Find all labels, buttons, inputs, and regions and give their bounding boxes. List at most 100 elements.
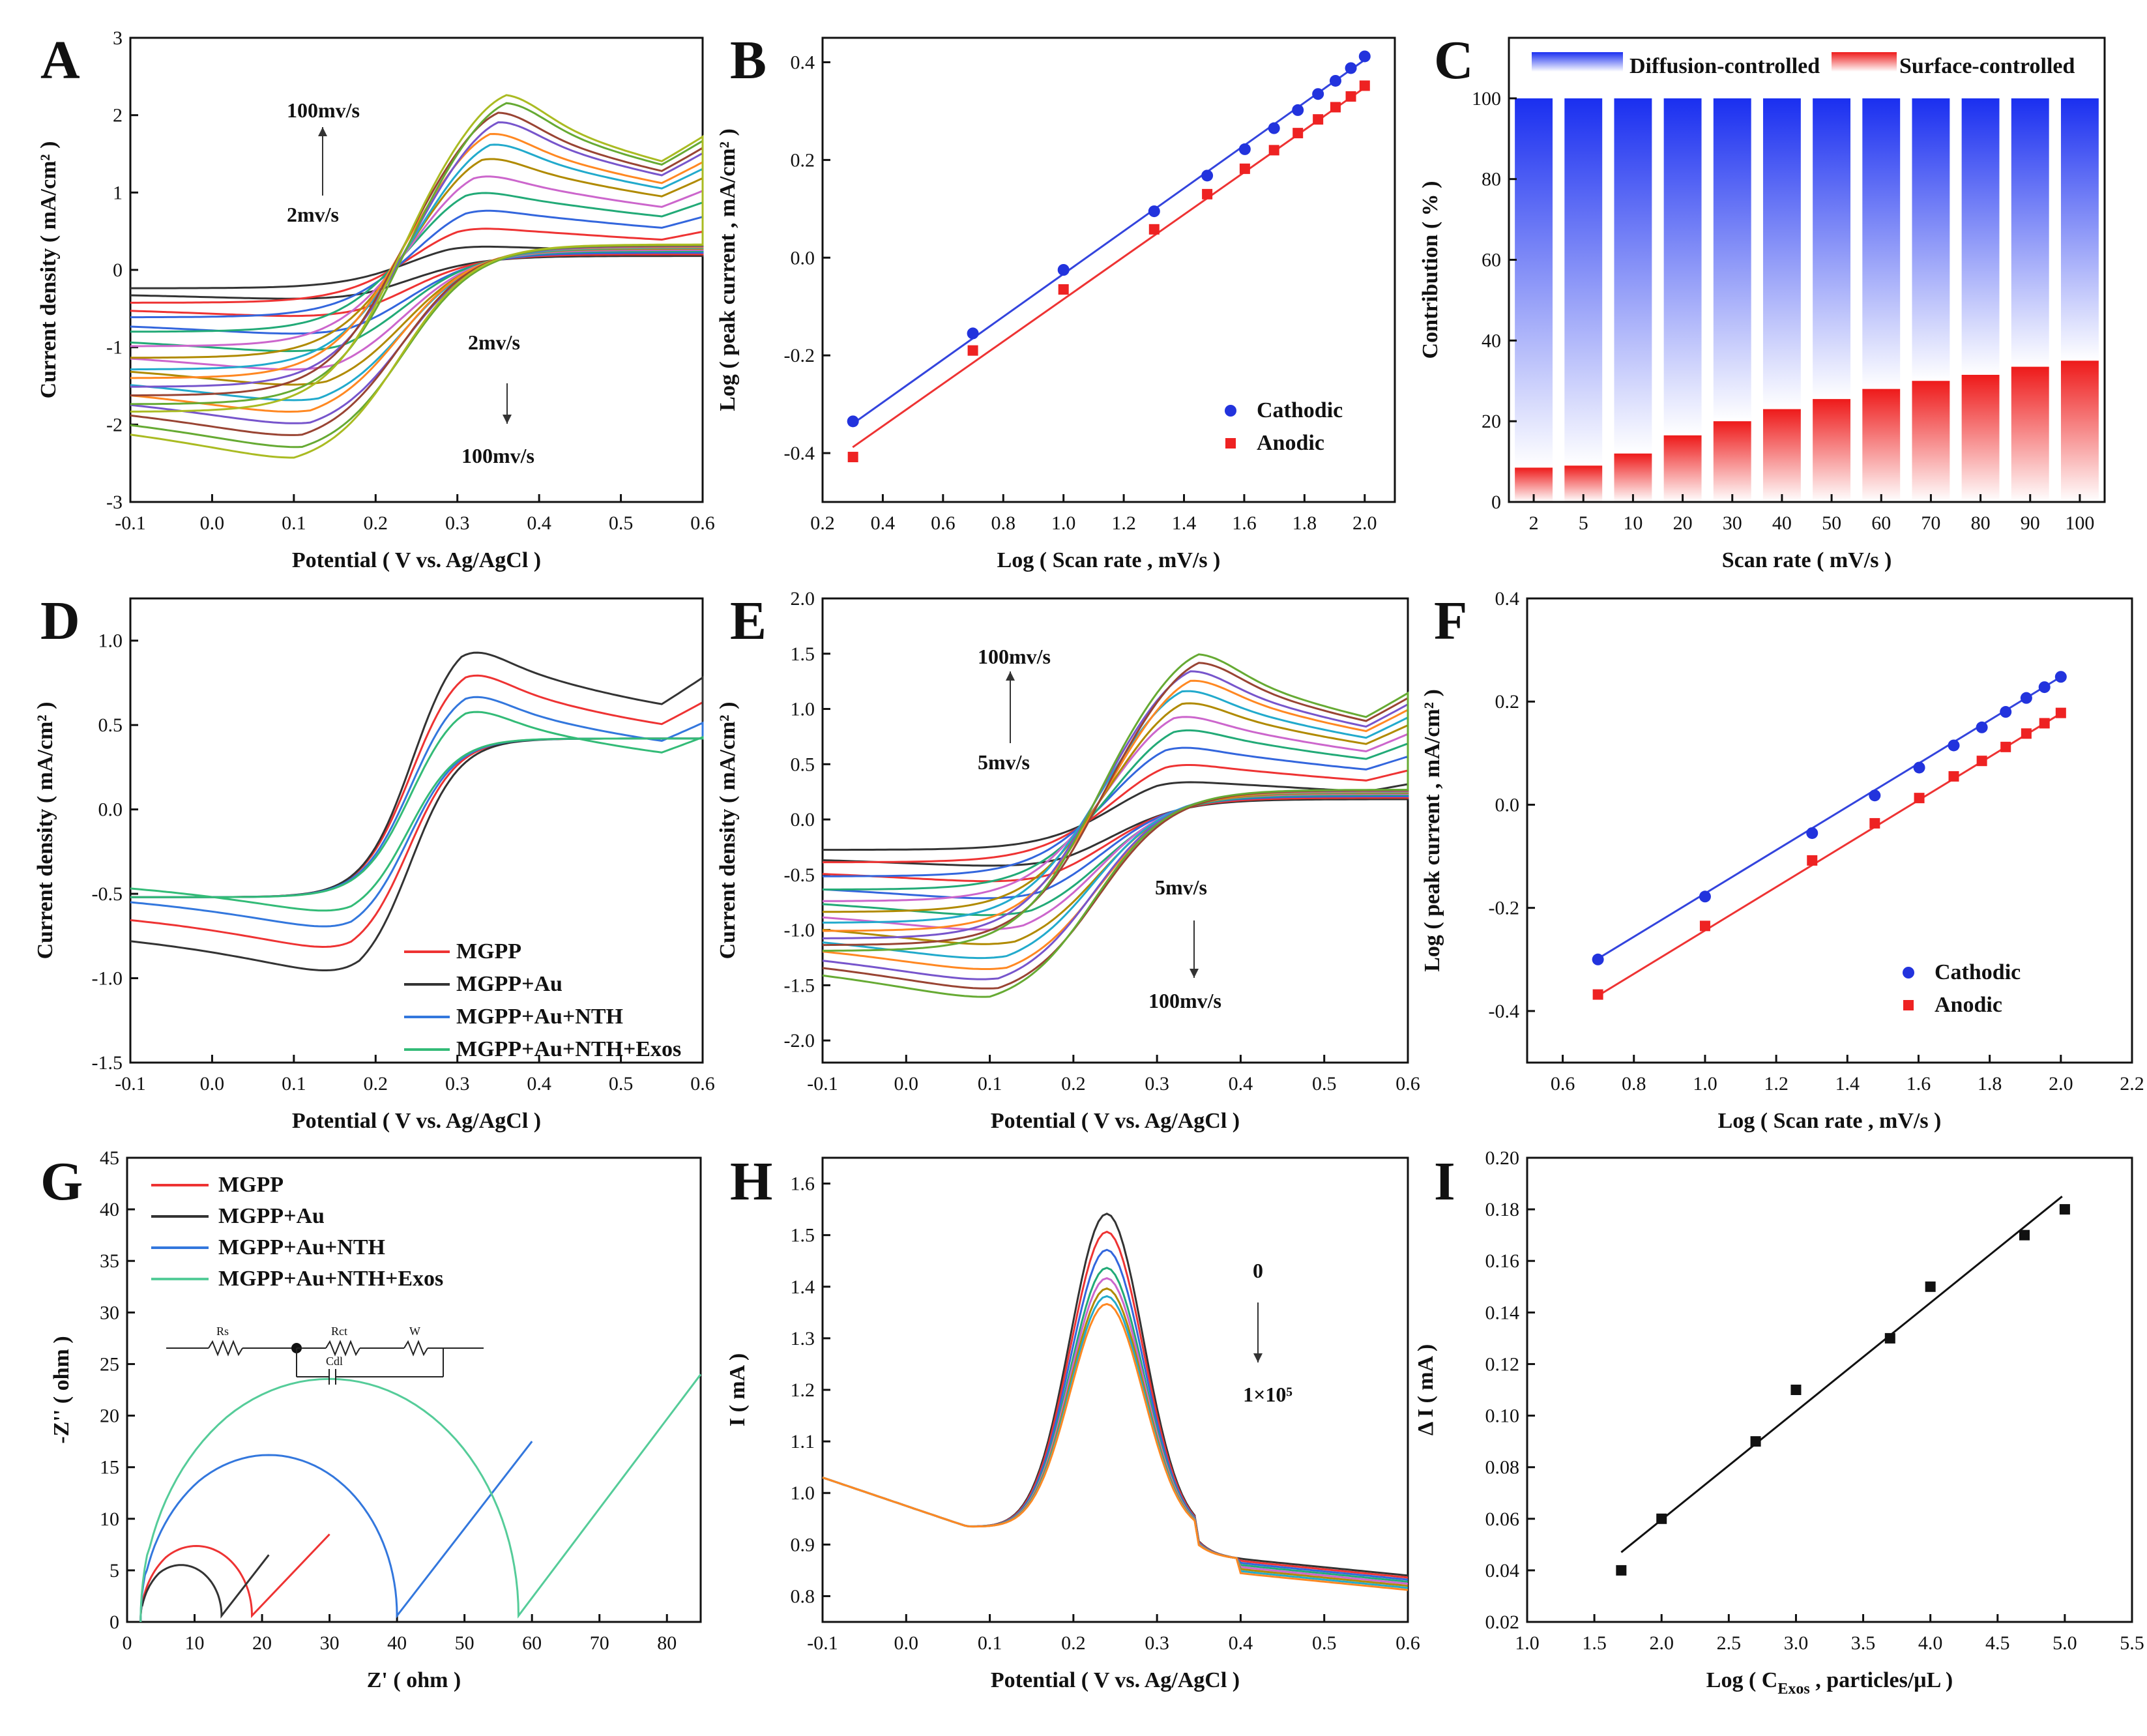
x-axis-label: Log ( CExos , particles/μL ) xyxy=(1706,1668,1953,1698)
data-point xyxy=(1058,284,1069,295)
x-tick-label: 20 xyxy=(252,1632,272,1654)
x-axis-label: Potential ( V vs. Ag/AgCl ) xyxy=(991,1109,1240,1133)
nyquist-curve xyxy=(139,1374,702,1623)
data-point xyxy=(1869,817,1880,829)
y-tick-label: 2.0 xyxy=(791,588,815,610)
equivalent-circuit: Rs Rct W Cdl xyxy=(166,1325,484,1385)
bar-surface xyxy=(2060,360,2099,502)
data-point xyxy=(1913,761,1925,774)
arrow-head xyxy=(1006,671,1015,681)
legend-label: Anodic xyxy=(1935,993,2002,1017)
y-axis-label: Current density ( mA/cm² ) xyxy=(33,702,57,960)
bar-surface xyxy=(1862,389,1901,502)
x-tick-label: 0.1 xyxy=(282,512,306,534)
x-tick-label: 0.6 xyxy=(690,512,715,534)
x-tick-label: 0.5 xyxy=(609,512,634,534)
data-point xyxy=(1359,80,1370,91)
y-tick-label: 20 xyxy=(100,1405,119,1427)
panel-letter: I xyxy=(1434,1151,1455,1212)
dpv-curve xyxy=(822,1302,1409,1591)
y-tick-label: -2.0 xyxy=(784,1030,815,1052)
data-point xyxy=(1914,793,1925,804)
data-point xyxy=(1925,1281,1936,1292)
plot-frame xyxy=(821,597,1409,1064)
x-tick-label: 40 xyxy=(1772,512,1792,534)
panel-a: A -0.1 0.0 0.1 0.2 0.3 0.4 0.5 0.6 -3 -2 -1 0 1 2 3 Pote… xyxy=(37,27,715,572)
y-tick-label: -0.4 xyxy=(1489,1001,1520,1022)
data-point xyxy=(1329,74,1341,87)
x-tick-label: 0.3 xyxy=(1145,1632,1169,1654)
nyquist-curve xyxy=(139,1554,270,1623)
data-point xyxy=(1358,50,1371,63)
x-tick-label: 60 xyxy=(1871,512,1891,534)
legend-label: MGPP xyxy=(456,939,521,964)
y-tick-label: 1.3 xyxy=(791,1328,815,1349)
x-tick-label: 1.0 xyxy=(1051,512,1076,534)
legend-label: MGPP xyxy=(218,1173,284,1197)
x-tick-label: 5 xyxy=(1579,512,1588,534)
y-tick-label: 35 xyxy=(100,1250,119,1272)
warburg xyxy=(403,1340,428,1357)
dpv-curve xyxy=(822,1248,1409,1581)
y-tick-label: -0.5 xyxy=(784,864,815,886)
x-tick-label: 1.6 xyxy=(1906,1073,1931,1095)
cv-curve xyxy=(130,94,704,459)
panel-letter: H xyxy=(730,1151,772,1212)
x-tick-label: 0.2 xyxy=(810,512,835,534)
data-point xyxy=(1592,953,1604,965)
resistor-rs xyxy=(208,1340,243,1357)
x-tick-label: -0.1 xyxy=(807,1632,838,1654)
annotation: 100mv/s xyxy=(287,98,360,122)
data-point xyxy=(1268,122,1280,134)
bar-diffusion xyxy=(1912,98,1950,381)
cv-curve xyxy=(822,716,1409,931)
panel-d: D -0.1 0.0 0.1 0.2 0.3 0.4 0.5 0.6 -1.5 -1.0 -0.5 0.… xyxy=(33,591,715,1133)
data-point xyxy=(1057,264,1070,276)
bar-diffusion xyxy=(1614,98,1652,454)
y-tick-label: 1.2 xyxy=(791,1379,815,1401)
x-tick-label: 0.0 xyxy=(894,1073,919,1095)
legend-label: Anodic xyxy=(1257,431,1324,455)
cv-curve xyxy=(130,175,704,371)
bar-diffusion xyxy=(1515,98,1553,468)
x-tick-label: 3.0 xyxy=(1784,1632,1809,1654)
bar-surface xyxy=(1663,435,1702,502)
y-tick-label: 1.4 xyxy=(791,1276,815,1298)
x-tick-label: 0.4 xyxy=(1229,1073,1253,1095)
data-point xyxy=(1330,102,1341,113)
x-tick-label: 0.2 xyxy=(1061,1632,1086,1654)
x-axis-label: Potential ( V vs. Ag/AgCl ) xyxy=(991,1668,1240,1692)
x-axis-label: Scan rate ( mV/s ) xyxy=(1722,548,1892,572)
data-point xyxy=(2054,671,2067,683)
data-point xyxy=(847,452,858,463)
plot-frame xyxy=(821,37,1396,503)
y-tick-label: 5 xyxy=(110,1560,119,1582)
x-tick-label: 0.8 xyxy=(991,512,1016,534)
y-tick-label: 0.20 xyxy=(1485,1147,1520,1169)
x-tick-label: 0.1 xyxy=(282,1073,306,1095)
data-point xyxy=(2000,706,2012,718)
x-tick-label: 2.0 xyxy=(1352,512,1377,534)
x-tick-label: 1.4 xyxy=(1172,512,1197,534)
y-tick-label: 0.12 xyxy=(1485,1353,1520,1375)
data-point xyxy=(2055,707,2066,718)
y-tick-label: -1 xyxy=(106,337,123,359)
panel-b: B 0.2 0.4 0.6 0.8 1.0 1.2 1.4 1.6 1.8 2.0 -0.4 -0.2 0… xyxy=(716,30,1396,572)
y-axis-label: Log ( peak current , mA/cm² ) xyxy=(716,128,740,411)
x-tick-label: 2.0 xyxy=(2049,1073,2073,1095)
legend-label: MGPP+Au+NTH xyxy=(456,1005,623,1029)
plot-frame xyxy=(126,1156,702,1623)
y-tick-label: 25 xyxy=(100,1353,119,1375)
fit-line xyxy=(1620,1196,2063,1553)
annotation: 100mv/s xyxy=(461,444,534,467)
x-tick-label: 1.8 xyxy=(1293,512,1317,534)
x-tick-label: 0.0 xyxy=(200,512,225,534)
cv-curve xyxy=(130,674,704,949)
bar-surface xyxy=(1813,399,1851,502)
y-tick-label: -0.4 xyxy=(784,443,815,464)
fit-line xyxy=(852,87,1366,449)
y-tick-label: -0.2 xyxy=(784,345,815,366)
dpv-curve xyxy=(822,1287,1409,1587)
x-tick-label: 1.8 xyxy=(1978,1073,2002,1095)
data-point xyxy=(1238,143,1251,155)
